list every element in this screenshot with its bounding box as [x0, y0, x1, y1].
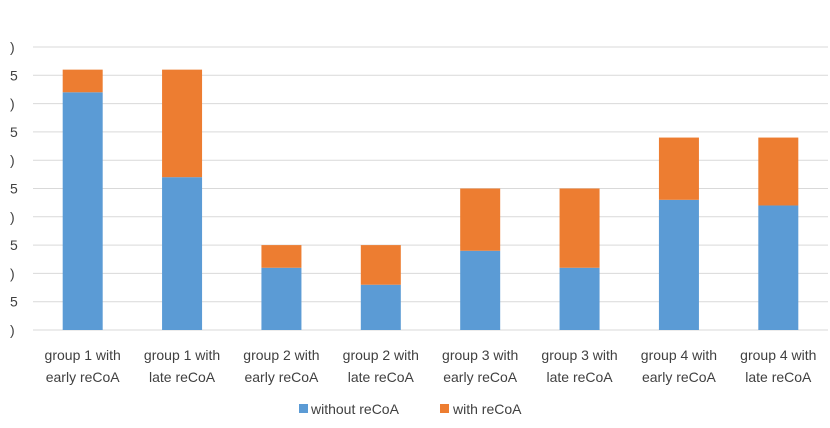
bar-segment-without-recoa: [162, 177, 203, 330]
y-tick-label: 5: [10, 67, 18, 83]
x-tick-label: early reCoA: [244, 369, 319, 385]
y-tick-label: ): [10, 265, 15, 281]
legend-swatch: [440, 404, 449, 413]
x-tick-label: early reCoA: [642, 369, 717, 385]
x-tick-label: late reCoA: [348, 369, 415, 385]
x-tick-label: group 2 with: [343, 347, 419, 363]
y-tick-label: 5: [10, 294, 18, 310]
bar-segment-with-recoa: [758, 137, 799, 206]
legend-label: without reCoA: [310, 401, 400, 417]
bar-segment-with-recoa: [658, 137, 699, 200]
x-tick-label: late reCoA: [546, 369, 613, 385]
bar-segment-without-recoa: [460, 250, 501, 330]
bar-segment-with-recoa: [360, 245, 401, 285]
bar-segment-with-recoa: [162, 69, 203, 178]
bar-segment-with-recoa: [559, 188, 600, 268]
x-tick-label: group 1 with: [45, 347, 121, 363]
y-tick-label: ): [10, 209, 15, 225]
x-tick-label: group 4 with: [740, 347, 816, 363]
x-tick-label: late reCoA: [745, 369, 812, 385]
y-tick-label: ): [10, 322, 15, 338]
x-tick-label: group 1 with: [144, 347, 220, 363]
x-tick-label: group 4 with: [641, 347, 717, 363]
bar-segment-without-recoa: [658, 199, 699, 330]
bar-segment-without-recoa: [261, 267, 302, 330]
legend-swatch: [299, 404, 308, 413]
y-tick-label: 5: [10, 181, 18, 197]
x-tick-label: group 2 with: [243, 347, 319, 363]
x-tick-label: late reCoA: [149, 369, 216, 385]
x-tick-label: group 3 with: [541, 347, 617, 363]
x-tick-label: early reCoA: [443, 369, 518, 385]
x-tick-label: early reCoA: [46, 369, 121, 385]
bar-segment-without-recoa: [559, 267, 600, 330]
y-tick-label: 5: [10, 237, 18, 253]
bar-segment-without-recoa: [360, 284, 401, 330]
y-tick-label: ): [10, 96, 15, 112]
y-tick-label: 5: [10, 124, 18, 140]
y-tick-label: ): [10, 152, 15, 168]
bar-segment-with-recoa: [460, 188, 501, 251]
legend-label: with reCoA: [452, 401, 522, 417]
bar-segment-with-recoa: [62, 69, 103, 93]
y-tick-label: ): [10, 39, 15, 55]
bar-segment-with-recoa: [261, 245, 302, 268]
x-tick-label: group 3 with: [442, 347, 518, 363]
bar-segment-without-recoa: [62, 92, 103, 330]
bar-segment-without-recoa: [758, 205, 799, 330]
